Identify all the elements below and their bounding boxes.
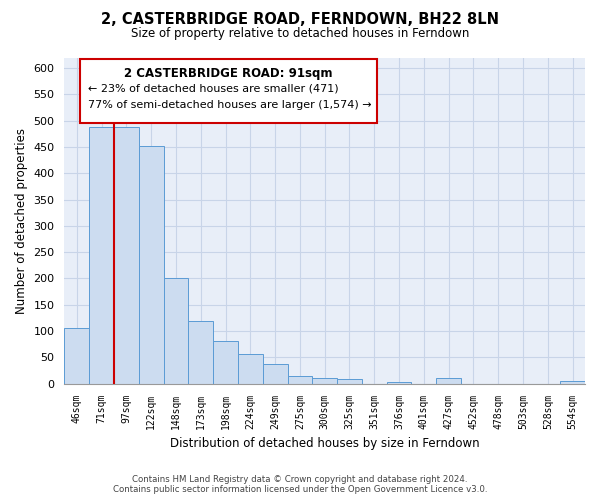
- X-axis label: Distribution of detached houses by size in Ferndown: Distribution of detached houses by size …: [170, 437, 479, 450]
- Text: 2 CASTERBRIDGE ROAD: 91sqm: 2 CASTERBRIDGE ROAD: 91sqm: [124, 68, 332, 80]
- Bar: [114, 128, 139, 384]
- Bar: [263, 364, 287, 384]
- Text: ← 23% of detached houses are smaller (471): ← 23% of detached houses are smaller (47…: [88, 84, 338, 94]
- Bar: [337, 380, 362, 384]
- Bar: [64, 328, 89, 384]
- Bar: [89, 128, 114, 384]
- Text: Size of property relative to detached houses in Ferndown: Size of property relative to detached ho…: [131, 28, 469, 40]
- Bar: [287, 376, 313, 384]
- Text: 2, CASTERBRIDGE ROAD, FERNDOWN, BH22 8LN: 2, CASTERBRIDGE ROAD, FERNDOWN, BH22 8LN: [101, 12, 499, 28]
- Bar: [188, 320, 213, 384]
- Y-axis label: Number of detached properties: Number of detached properties: [15, 128, 28, 314]
- Bar: [313, 378, 337, 384]
- Text: 77% of semi-detached houses are larger (1,574) →: 77% of semi-detached houses are larger (…: [88, 100, 371, 110]
- Bar: [560, 381, 585, 384]
- FancyBboxPatch shape: [80, 59, 377, 122]
- Bar: [436, 378, 461, 384]
- Bar: [238, 354, 263, 384]
- Text: Contains HM Land Registry data © Crown copyright and database right 2024.
Contai: Contains HM Land Registry data © Crown c…: [113, 474, 487, 494]
- Bar: [164, 278, 188, 384]
- Bar: [213, 340, 238, 384]
- Bar: [139, 146, 164, 384]
- Bar: [386, 382, 412, 384]
